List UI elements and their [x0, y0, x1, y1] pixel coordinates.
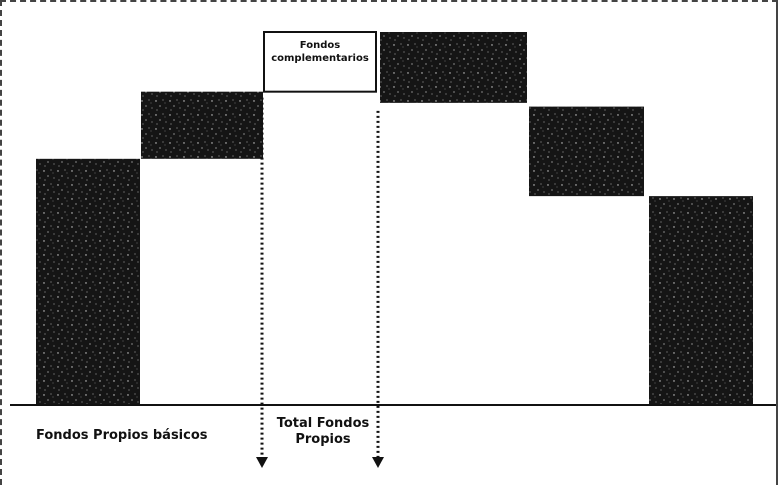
bars-group: [36, 31, 753, 405]
waterfall-bar-4: [380, 32, 527, 103]
waterfall-bar-1: [36, 158, 140, 405]
fondos-complementarios-label: Fondos complementarios: [271, 40, 369, 64]
waterfall-bar-6: [649, 196, 753, 405]
fondos-complementarios-bar: [263, 31, 377, 93]
waterfall-bar-5: [529, 106, 644, 197]
total-fondos-propios-label: Total Fondos Propios: [276, 416, 370, 448]
fondos-propios-basicos-label: Fondos Propios básicos: [36, 428, 208, 443]
down-arrow-icon: [372, 457, 384, 468]
arrows-group: [256, 97, 384, 468]
waterfall-bar-2: [141, 91, 263, 159]
down-arrow-icon: [256, 457, 268, 468]
